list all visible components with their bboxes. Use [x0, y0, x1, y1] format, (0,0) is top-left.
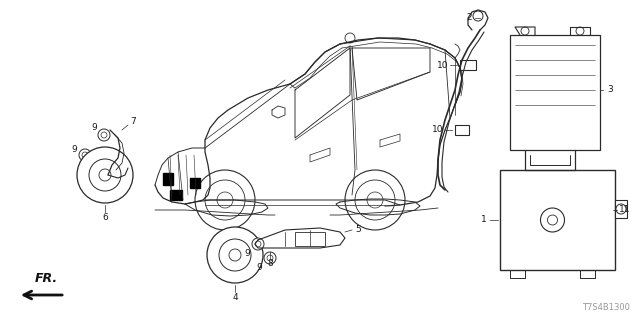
- Text: 2: 2: [467, 13, 472, 22]
- Circle shape: [473, 11, 483, 21]
- Circle shape: [367, 192, 383, 208]
- Bar: [500, 170, 615, 270]
- Text: 11: 11: [619, 205, 630, 214]
- Text: 9: 9: [92, 124, 97, 132]
- Text: FR.: FR.: [35, 272, 58, 285]
- Circle shape: [195, 170, 255, 230]
- Circle shape: [229, 249, 241, 261]
- Bar: [295, 232, 325, 246]
- Circle shape: [77, 147, 133, 203]
- Circle shape: [541, 208, 564, 232]
- Circle shape: [521, 27, 529, 35]
- Bar: [163, 173, 173, 185]
- Circle shape: [219, 239, 251, 271]
- Text: 4: 4: [232, 292, 238, 301]
- Text: 6: 6: [102, 212, 108, 221]
- Text: 9: 9: [71, 146, 77, 155]
- Circle shape: [79, 149, 91, 161]
- Text: 8: 8: [267, 259, 273, 268]
- Bar: [510, 35, 600, 150]
- Text: 3: 3: [607, 85, 612, 94]
- Bar: [455, 125, 469, 135]
- Text: 1: 1: [481, 215, 487, 225]
- Circle shape: [345, 170, 405, 230]
- Circle shape: [89, 159, 121, 191]
- Text: 10: 10: [431, 125, 443, 134]
- Text: 9: 9: [256, 263, 262, 273]
- Text: 9: 9: [244, 249, 250, 258]
- Circle shape: [82, 152, 88, 158]
- Bar: [170, 190, 182, 200]
- Text: 5: 5: [355, 226, 361, 235]
- Circle shape: [217, 192, 233, 208]
- Circle shape: [207, 227, 263, 283]
- Circle shape: [255, 241, 261, 247]
- Text: T7S4B1300: T7S4B1300: [582, 303, 630, 312]
- Circle shape: [616, 204, 626, 214]
- Circle shape: [576, 27, 584, 35]
- Bar: [460, 60, 476, 70]
- Circle shape: [267, 255, 273, 261]
- Text: 7: 7: [130, 117, 136, 126]
- Circle shape: [99, 169, 111, 181]
- Circle shape: [205, 180, 245, 220]
- Circle shape: [345, 33, 355, 43]
- Circle shape: [98, 129, 110, 141]
- Bar: [190, 178, 200, 188]
- Bar: [615, 200, 627, 218]
- Circle shape: [355, 180, 395, 220]
- Circle shape: [264, 252, 276, 264]
- Circle shape: [101, 132, 107, 138]
- Circle shape: [252, 238, 264, 250]
- Text: 10: 10: [436, 60, 448, 69]
- Circle shape: [547, 215, 557, 225]
